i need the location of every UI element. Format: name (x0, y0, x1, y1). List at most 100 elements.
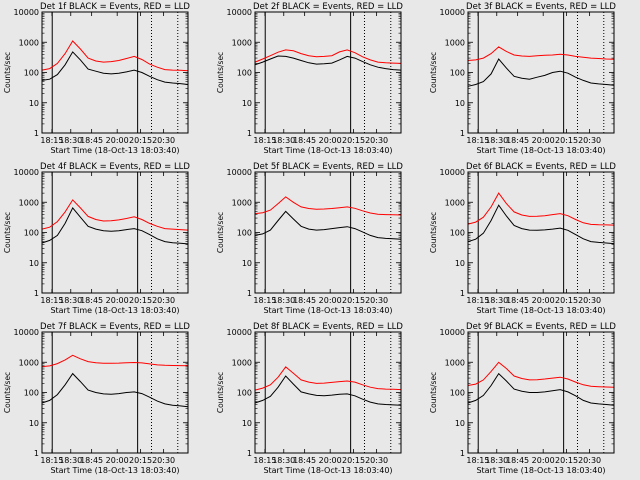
y-axis-label: Counts/sec (3, 212, 12, 253)
plot-frame (41, 11, 189, 134)
x-tick-label: 18:45 (80, 456, 103, 465)
x-tick-label: 20:00 (532, 136, 555, 145)
plot-frame (41, 331, 189, 454)
y-axis-label: Counts/sec (429, 52, 438, 93)
y-tick-label: 100 (24, 229, 39, 238)
y-axis-label: Counts/sec (429, 212, 438, 253)
y-tick-label: 100 (450, 69, 465, 78)
y-axis-label: Counts/sec (216, 372, 225, 413)
x-tick-label: 18:15 (40, 296, 63, 305)
y-tick-label: 1 (34, 129, 39, 138)
x-tick-label: 20:00 (532, 456, 555, 465)
x-tick-label: 18:45 (506, 136, 529, 145)
x-tick-label: 20:00 (106, 296, 129, 305)
x-tick-label: 18:45 (506, 296, 529, 305)
series-line-events (41, 51, 189, 85)
y-tick-label: 10000 (440, 8, 465, 17)
series-line-lld (41, 199, 189, 231)
x-tick-label: 20:30 (365, 456, 388, 465)
y-tick-label: 10000 (440, 168, 465, 177)
y-tick-label: 1000 (445, 198, 465, 207)
plot-frame (467, 11, 615, 134)
series-line-lld (254, 366, 402, 391)
x-tick-label: 20:15 (555, 296, 578, 305)
series-line-events (41, 372, 189, 408)
series-line-lld (467, 361, 615, 388)
y-tick-label: 10 (242, 259, 252, 268)
x-tick-label: 18:45 (506, 456, 529, 465)
panel-title: Det 4f BLACK = Events, RED = LLD (40, 162, 190, 172)
x-tick-label: 18:15 (253, 296, 276, 305)
x-tick-label: 18:45 (293, 456, 316, 465)
series-line-events (467, 204, 615, 245)
x-axis-label: Start Time (18-Oct-13 18:03:40) (263, 466, 392, 475)
series-line-events (254, 375, 402, 406)
y-tick-label: 1 (34, 289, 39, 298)
y-tick-label: 100 (237, 229, 252, 238)
y-tick-label: 1 (460, 129, 465, 138)
plot-frame (467, 331, 615, 454)
y-tick-label: 100 (450, 389, 465, 398)
x-tick-label: 20:00 (319, 136, 342, 145)
x-tick-label: 20:00 (319, 456, 342, 465)
y-tick-label: 10000 (440, 328, 465, 337)
x-tick-label: 20:30 (365, 136, 388, 145)
series-line-lld (254, 49, 402, 64)
plot-frame (41, 171, 189, 294)
y-axis-label: Counts/sec (429, 372, 438, 413)
y-tick-label: 10 (242, 419, 252, 428)
y-tick-label: 10 (242, 99, 252, 108)
series-line-lld (41, 40, 189, 72)
x-tick-label: 20:00 (106, 456, 129, 465)
x-tick-label: 18:45 (293, 296, 316, 305)
x-axis-label: Start Time (18-Oct-13 18:03:40) (476, 306, 605, 315)
y-tick-label: 10 (29, 259, 39, 268)
series-line-events (254, 210, 402, 240)
y-tick-label: 100 (24, 389, 39, 398)
x-tick-label: 18:30 (59, 296, 82, 305)
y-tick-label: 1000 (19, 358, 39, 367)
x-tick-label: 18:30 (272, 296, 295, 305)
x-tick-label: 20:15 (555, 456, 578, 465)
x-axis-label: Start Time (18-Oct-13 18:03:40) (50, 146, 179, 155)
x-tick-label: 20:15 (342, 136, 365, 145)
x-axis-label: Start Time (18-Oct-13 18:03:40) (50, 306, 179, 315)
y-tick-label: 1 (460, 449, 465, 458)
x-tick-label: 20:30 (152, 136, 175, 145)
x-tick-label: 18:30 (485, 296, 508, 305)
series-line-events (467, 372, 615, 406)
y-tick-label: 10 (455, 99, 465, 108)
x-axis-label: Start Time (18-Oct-13 18:03:40) (50, 466, 179, 475)
panel-title: Det 5f BLACK = Events, RED = LLD (253, 162, 403, 172)
y-tick-label: 100 (237, 389, 252, 398)
y-tick-label: 100 (450, 229, 465, 238)
x-tick-label: 18:30 (59, 136, 82, 145)
x-tick-label: 20:30 (578, 136, 601, 145)
series-line-lld (467, 46, 615, 61)
x-tick-label: 18:15 (40, 136, 63, 145)
y-tick-label: 10000 (227, 168, 252, 177)
y-tick-label: 100 (237, 69, 252, 78)
series-line-events (254, 55, 402, 71)
y-tick-label: 1 (34, 449, 39, 458)
y-tick-label: 10 (29, 419, 39, 428)
y-tick-label: 10000 (14, 8, 39, 17)
x-tick-label: 18:15 (253, 136, 276, 145)
x-tick-label: 20:15 (129, 456, 152, 465)
panel-title: Det 2f BLACK = Events, RED = LLD (253, 2, 403, 12)
x-tick-label: 18:45 (80, 136, 103, 145)
y-tick-label: 1000 (19, 38, 39, 47)
series-line-lld (467, 192, 615, 226)
y-axis-label: Counts/sec (216, 52, 225, 93)
x-tick-label: 18:15 (40, 456, 63, 465)
plot-frame (467, 171, 615, 294)
y-tick-label: 10 (29, 99, 39, 108)
y-tick-label: 1000 (232, 198, 252, 207)
y-tick-label: 10000 (227, 8, 252, 17)
panel-title: Det 1f BLACK = Events, RED = LLD (40, 2, 190, 12)
